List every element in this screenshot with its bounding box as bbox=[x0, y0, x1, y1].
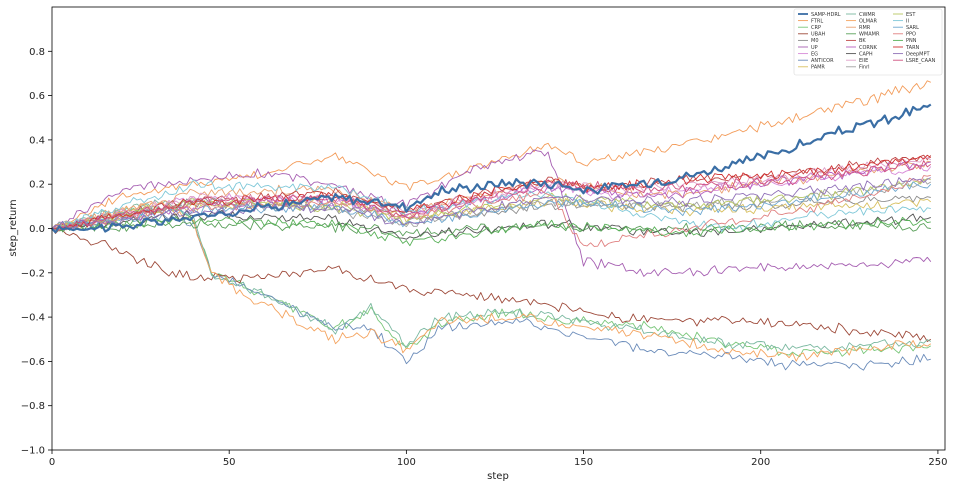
series-line-deepmpt bbox=[51, 177, 931, 229]
x-axis: 0 50 100 150 200 250 bbox=[49, 450, 947, 468]
y-tick-label: −0.2 bbox=[21, 268, 45, 279]
legend-label-rmr: RMR bbox=[859, 25, 871, 31]
series-line-lsre-caan bbox=[51, 160, 932, 231]
y-tick-label: −0.6 bbox=[21, 357, 45, 368]
legend-label-pnn: PNN bbox=[906, 38, 917, 44]
legend-label-bk: BK bbox=[859, 38, 866, 44]
legend-label-ubah: UBAH bbox=[811, 32, 826, 38]
series-line-ubah bbox=[51, 228, 932, 342]
y-tick-label: 0.6 bbox=[29, 91, 45, 102]
legend-label-wmamr: WMAMR bbox=[859, 32, 880, 38]
x-axis-label: step bbox=[487, 471, 509, 482]
legend-label-crp: CRP bbox=[811, 25, 821, 31]
y-axis-label: step_return bbox=[8, 199, 19, 256]
x-tick-label: 150 bbox=[574, 457, 593, 468]
series-layer bbox=[51, 80, 932, 371]
legend-label-ppo: PPO bbox=[906, 32, 916, 38]
legend-label-caph: CAPH bbox=[859, 51, 873, 57]
y-tick-label: 0.8 bbox=[29, 47, 45, 58]
legend-label-olmar: OLMAR bbox=[859, 18, 877, 24]
x-tick-label: 250 bbox=[928, 457, 947, 468]
legend-label-est: EST bbox=[906, 12, 916, 18]
legend-label-sarl: SARL bbox=[906, 25, 919, 31]
y-axis: −1.0 −0.8 −0.6 −0.4 −0.2 0.0 0.2 0.4 0.6 0.8 bbox=[21, 47, 52, 457]
series-line-pnn bbox=[51, 215, 931, 247]
y-tick-label: 0.4 bbox=[29, 135, 45, 146]
legend-label-tarn: TARN bbox=[905, 45, 920, 51]
legend-label-lsre-caan: LSRE_CAAN bbox=[906, 58, 936, 64]
legend-box bbox=[793, 8, 943, 76]
series-line-olmar bbox=[51, 201, 932, 362]
series-line-up bbox=[51, 149, 932, 277]
y-tick-label: −0.8 bbox=[21, 401, 45, 412]
legend-label-eiie: EIIE bbox=[859, 58, 868, 64]
legend-label-deepmpt: DeepMPT bbox=[906, 51, 931, 57]
x-tick-label: 50 bbox=[223, 457, 236, 468]
legend-label-pamr: PAMR bbox=[811, 65, 825, 71]
x-tick-label: 0 bbox=[49, 457, 55, 468]
y-tick-label: 0.2 bbox=[29, 180, 45, 191]
x-tick-label: 100 bbox=[397, 457, 416, 468]
series-line-ppo bbox=[51, 174, 931, 247]
legend-label-up: UP bbox=[811, 45, 818, 51]
series-line-finrl bbox=[51, 178, 932, 229]
y-tick-label: −1.0 bbox=[21, 446, 45, 457]
x-tick-label: 200 bbox=[751, 457, 770, 468]
series-line-tarn bbox=[51, 154, 932, 230]
legend-label-cornk: CORNK bbox=[859, 45, 878, 51]
legend-label-ii: II bbox=[906, 18, 909, 24]
series-line-samp-hdrl bbox=[51, 103, 932, 234]
series-line-ii bbox=[51, 179, 931, 232]
legend-label-cwmr: CWMR bbox=[859, 12, 876, 18]
y-tick-label: 0.0 bbox=[29, 224, 45, 235]
legend-label-anticor: ANTICOR bbox=[811, 58, 834, 64]
series-line-bk bbox=[52, 154, 932, 229]
series-line-eiie bbox=[52, 157, 932, 231]
series-line-cornk bbox=[51, 161, 931, 230]
y-tick-label: −0.4 bbox=[21, 313, 45, 324]
legend-label-ftrl: FTRL bbox=[811, 18, 823, 24]
series-line-cwmr bbox=[51, 199, 932, 353]
legend-label-eg: EG bbox=[811, 51, 818, 57]
legend-label-samp-hdrl: SAMP-HDRL bbox=[811, 12, 841, 18]
legend-label-m0: M0 bbox=[811, 38, 819, 44]
legend-label-finrl: Finrl bbox=[859, 65, 870, 71]
